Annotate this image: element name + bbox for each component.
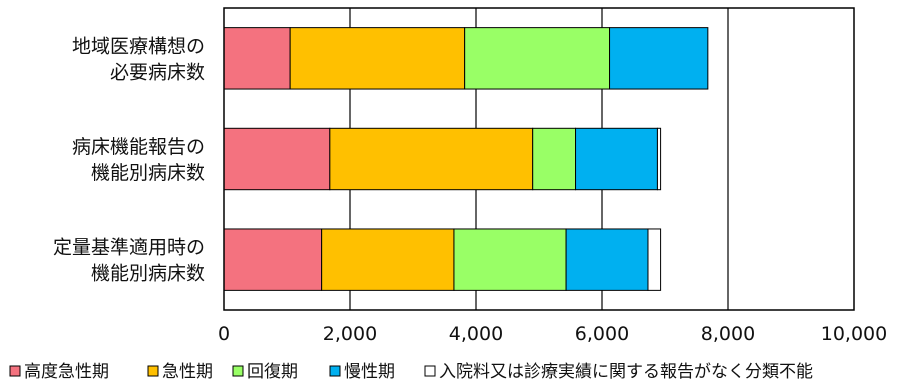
x-tick-label-8000: 8,000: [701, 323, 755, 345]
legend-swatch-1: [9, 365, 21, 377]
legend-label-1: 高度急性期: [24, 362, 109, 382]
bar-segment-2-3: [532, 127, 577, 191]
bar-segment-1-4: [609, 27, 709, 90]
x-tick-label-10000: 10,000: [821, 323, 887, 345]
x-tick-label-4000: 4,000: [449, 323, 503, 345]
legend-swatch-5: [424, 365, 436, 377]
bar-segment-3-5: [647, 228, 662, 291]
category-label-3: 定量基準適用時の機能別病床数: [53, 237, 205, 285]
bar-segment-2-5: [656, 127, 662, 191]
legend: 高度急性期 急性期 回復期 慢性期 入院料又は診療実績に関する報告がなく分類不能: [9, 361, 813, 382]
category-label-3-line-2: 機能別病床数: [91, 263, 205, 285]
bar-segment-3-1: [223, 228, 323, 291]
x-tick-label-0: 0: [218, 323, 230, 345]
bar-segment-2-4: [575, 127, 658, 191]
bar-segment-2-2: [329, 127, 534, 191]
x-tick-label-6000: 6,000: [575, 323, 629, 345]
category-label-2-line-1: 病床機能報告の: [72, 136, 205, 158]
bar-segment-1-3: [464, 27, 611, 90]
category-label-1-line-2: 必要病床数: [110, 61, 205, 83]
x-axis-tick-labels: 0 2,000 4,000 6,000 8,000 10,000: [218, 323, 887, 345]
category-label-3-line-1: 定量基準適用時の: [53, 237, 205, 259]
bars: [223, 27, 709, 291]
category-label-2: 病床機能報告の機能別病床数: [72, 136, 205, 184]
plot-border: [223, 7, 855, 311]
category-label-1: 地域医療構想の必要病床数: [72, 35, 205, 83]
legend-label-2: 急性期: [162, 362, 213, 382]
bar-segment-1-1: [223, 27, 291, 90]
bar-segment-3-4: [565, 228, 649, 291]
legend-label-5: 入院料又は診療実績に関する報告がなく分類不能: [439, 362, 813, 382]
bar-segment-1-2: [289, 27, 466, 90]
legend-swatch-4: [329, 365, 341, 377]
bar-segment-3-3: [453, 228, 567, 291]
category-label-2-line-2: 機能別病床数: [91, 162, 205, 184]
legend-swatch-3: [232, 365, 244, 377]
bar-segment-2-1: [223, 127, 331, 191]
legend-label-4: 慢性期: [344, 361, 395, 382]
legend-label-3: 回復期: [247, 362, 298, 382]
bar-segment-3-2: [321, 228, 455, 291]
category-label-1-line-1: 地域医療構想の: [72, 35, 205, 57]
x-tick-label-2000: 2,000: [323, 323, 377, 345]
legend-swatch-2: [147, 365, 159, 377]
